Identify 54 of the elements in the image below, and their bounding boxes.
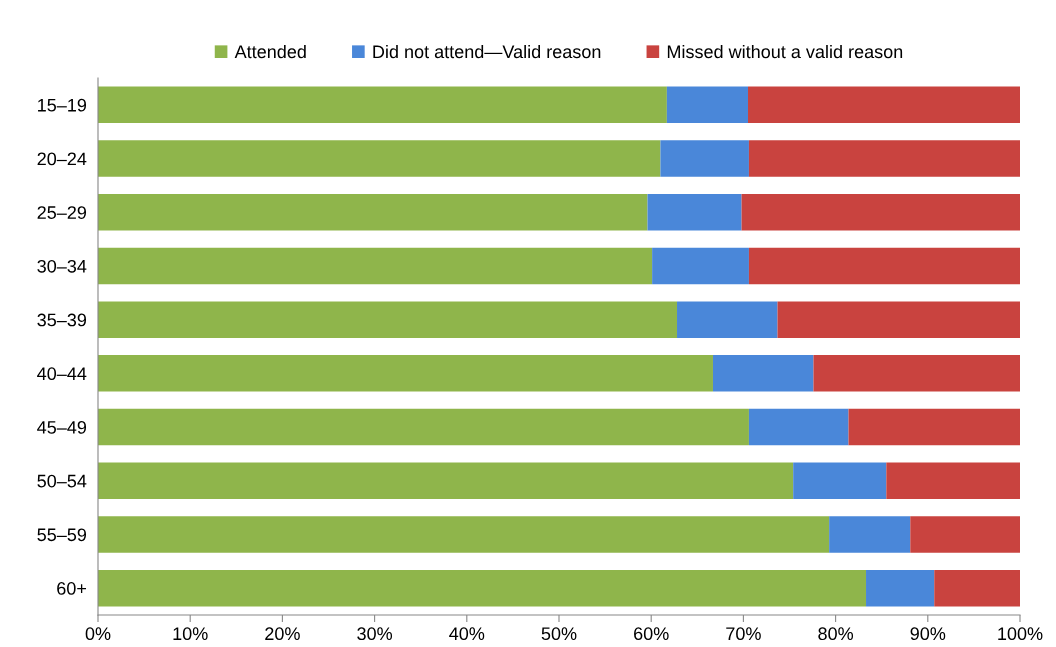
y-tick-label: 20–24 — [37, 152, 87, 166]
x-tick-label: 10% — [173, 627, 208, 641]
bar — [748, 86, 1020, 124]
bar — [866, 569, 935, 607]
bar — [848, 408, 1020, 446]
y-tick-label: 55–59 — [37, 528, 87, 542]
x-tick-label: 60% — [634, 627, 669, 641]
bar — [647, 193, 742, 231]
bar — [98, 569, 867, 607]
bar — [98, 140, 661, 177]
bar — [98, 301, 678, 338]
x-tick-label: 90% — [910, 627, 946, 641]
bar — [748, 408, 849, 446]
bar — [652, 247, 749, 285]
y-tick-label: 35–39 — [37, 313, 87, 327]
bar — [748, 140, 1020, 177]
y-tick-label: 30–34 — [37, 259, 87, 273]
bar — [98, 86, 667, 124]
bar — [666, 86, 749, 124]
x-tick-label: 30% — [357, 627, 393, 641]
y-tick-label: 60+ — [57, 582, 86, 595]
x-tick-label: 50% — [541, 627, 577, 641]
bar — [98, 462, 794, 500]
legend-label: Attended — [234, 44, 306, 59]
x-tick-label: 0% — [85, 627, 111, 641]
legend-label: Missed without a valid reason — [667, 44, 903, 59]
bar — [886, 462, 1020, 500]
bar — [712, 355, 814, 392]
x-tick-label: 40% — [449, 627, 485, 641]
legend-label: Did not attend—Valid reason — [373, 44, 601, 59]
x-tick-label: 100% — [998, 627, 1043, 641]
bar — [660, 140, 749, 177]
bar — [98, 516, 830, 553]
bar — [677, 301, 778, 338]
bar — [741, 193, 1020, 231]
bar — [98, 408, 749, 446]
bar — [829, 516, 911, 553]
bar — [910, 516, 1020, 553]
bar — [934, 569, 1020, 607]
bar — [748, 247, 1020, 285]
y-tick-label: 50–54 — [37, 474, 87, 488]
bar — [98, 355, 713, 392]
bar — [813, 355, 1020, 392]
bar — [98, 247, 653, 285]
y-tick-label: 40–44 — [37, 367, 87, 381]
y-tick-label: 25–29 — [37, 206, 87, 219]
x-tick-label: 70% — [726, 627, 761, 641]
bar — [98, 193, 648, 231]
bar — [777, 301, 1020, 338]
y-tick-label: 15–19 — [38, 98, 87, 112]
y-tick-label: 45–49 — [37, 420, 87, 434]
bar — [793, 462, 887, 500]
x-tick-label: 20% — [265, 627, 300, 641]
x-tick-label: 80% — [818, 627, 854, 641]
